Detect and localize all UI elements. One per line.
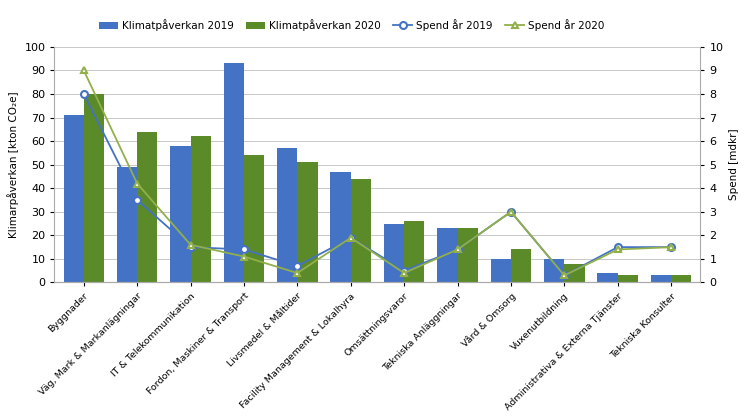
Legend: Klimatpåverkan 2019, Klimatpåverkan 2020, Spend år 2019, Spend år 2020: Klimatpåverkan 2019, Klimatpåverkan 2020… — [98, 19, 604, 31]
Spend år 2020 — [667, 245, 676, 250]
Line: Spend år 2019: Spend år 2019 — [81, 91, 674, 279]
Spend år 2020 — [613, 247, 622, 252]
Spend år 2020 — [346, 235, 355, 240]
Spend år 2019 — [293, 264, 302, 269]
Spend år 2020 — [400, 271, 409, 276]
Spend år 2019 — [186, 245, 195, 250]
Bar — [244, 155, 264, 282]
Bar — [437, 228, 457, 282]
Bar — [564, 264, 585, 282]
Bar — [618, 275, 638, 282]
Bar — [351, 179, 371, 282]
Bar — [544, 259, 564, 282]
Bar — [190, 137, 211, 282]
Spend år 2020 — [79, 68, 88, 73]
Spend år 2019 — [133, 197, 142, 202]
Bar — [298, 162, 318, 282]
Bar — [457, 228, 478, 282]
Bar — [137, 132, 157, 282]
Spend år 2019 — [346, 235, 355, 240]
Spend år 2019 — [79, 91, 88, 96]
Spend år 2020 — [186, 242, 195, 247]
Y-axis label: Spend [mdkr]: Spend [mdkr] — [729, 129, 739, 201]
Bar — [598, 273, 618, 282]
Spend år 2020 — [293, 271, 302, 276]
Bar — [491, 259, 511, 282]
Spend år 2020 — [507, 209, 515, 214]
Spend år 2020 — [560, 273, 568, 278]
Spend år 2019 — [453, 247, 462, 252]
Bar — [651, 275, 671, 282]
Spend år 2020 — [239, 254, 248, 259]
Bar — [671, 275, 692, 282]
Spend år 2019 — [667, 245, 676, 250]
Bar — [277, 148, 298, 282]
Spend år 2019 — [239, 247, 248, 252]
Spend år 2019 — [400, 268, 409, 273]
Bar — [224, 63, 244, 282]
Bar — [384, 224, 404, 282]
Spend år 2020 — [453, 247, 462, 252]
Bar — [330, 172, 351, 282]
Bar — [84, 94, 104, 282]
Spend år 2019 — [613, 245, 622, 250]
Bar — [170, 146, 190, 282]
Bar — [404, 221, 424, 282]
Line: Spend år 2020: Spend år 2020 — [81, 67, 674, 279]
Spend år 2020 — [133, 181, 142, 186]
Bar — [511, 249, 531, 282]
Y-axis label: Klimarpåverkan [kton CO₂e]: Klimarpåverkan [kton CO₂e] — [7, 91, 19, 238]
Spend år 2019 — [560, 273, 568, 278]
Bar — [63, 115, 84, 282]
Spend år 2019 — [507, 209, 515, 214]
Bar — [117, 167, 137, 282]
